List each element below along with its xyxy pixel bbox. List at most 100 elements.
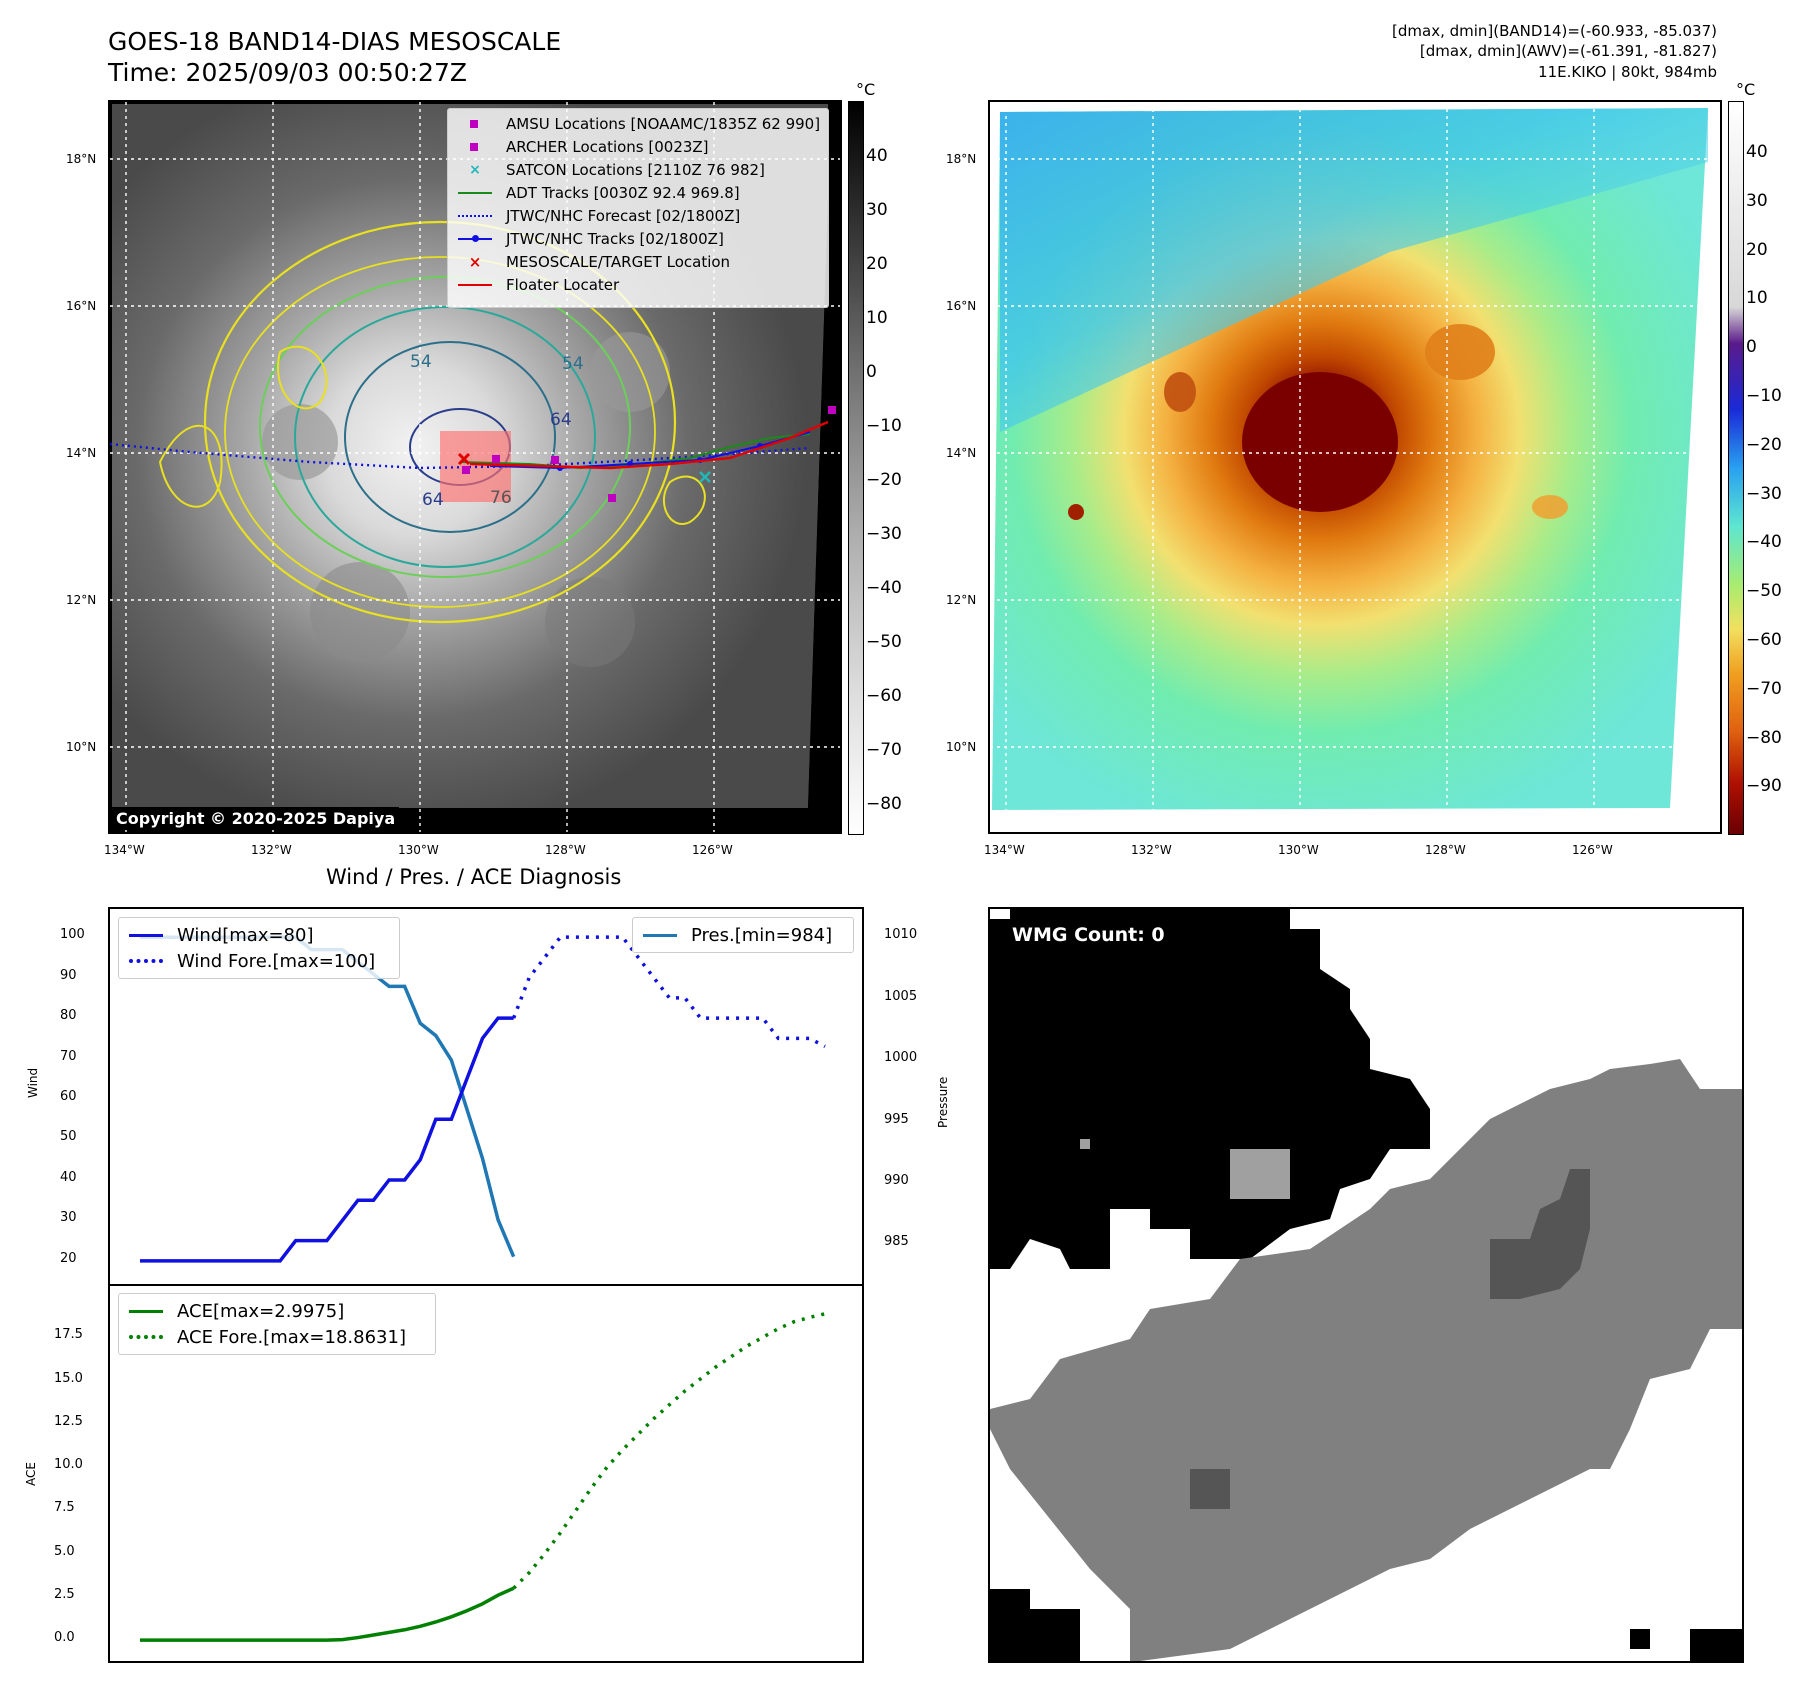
lat-tick: 18°N <box>946 152 977 166</box>
colorbar-tick: 40 <box>866 146 888 166</box>
lon-tick: 126°W <box>1572 843 1613 857</box>
colorbar-unit: °C <box>856 80 876 99</box>
lon-tick: 132°W <box>1131 843 1172 857</box>
ace-tick: 2.5 <box>54 1586 75 1602</box>
wmg-panel: WMG Count: 0 <box>988 907 1744 1663</box>
wmg-grid <box>990 909 1742 1661</box>
colorbar-tick: −90 <box>1746 776 1782 797</box>
dotted-line-icon <box>129 1330 163 1344</box>
line-marker-icon <box>643 928 677 942</box>
lat-tick: 18°N <box>66 152 97 166</box>
line-dot-icon <box>458 232 492 246</box>
ace-legend: ACE[max=2.9975] ACE Fore.[max=18.8631] <box>118 1293 436 1355</box>
contour-label: 64 <box>422 490 444 510</box>
pressure-axis-label: Pressure <box>936 1076 950 1128</box>
lat-tick: 14°N <box>66 446 97 460</box>
colorbar-tick: 30 <box>866 200 888 220</box>
lon-tick: 134°W <box>104 843 145 857</box>
ace-tick: 17.5 <box>54 1327 83 1343</box>
lon-tick: 128°W <box>1425 843 1466 857</box>
pressure-legend: Pres.[min=984] <box>632 917 854 953</box>
wind-legend: Wind[max=80] Wind Fore.[max=100] <box>118 917 400 979</box>
ace-tick: 10.0 <box>54 1457 83 1473</box>
lon-tick: 130°W <box>398 843 439 857</box>
colorbar-tick: −80 <box>1746 727 1782 748</box>
wind-tick: 40 <box>60 1169 77 1185</box>
contour-label: 64 <box>550 410 572 430</box>
dotted-line-icon <box>458 209 492 223</box>
colorbar-tick: −50 <box>866 632 902 652</box>
colorbar-tick: 0 <box>866 362 877 382</box>
legend-item-satcon: × SATCON Locations [2110Z 76 982] <box>458 159 765 181</box>
x-marker-icon: × <box>468 253 482 271</box>
colorbar-tick: −10 <box>866 416 902 436</box>
wind-tick: 80 <box>60 1008 77 1024</box>
colorbar-tick: −70 <box>866 740 902 760</box>
colorbar-tick: 20 <box>866 254 888 274</box>
colorbar-tick: −60 <box>866 686 902 706</box>
square-marker-icon <box>458 117 492 131</box>
colorbar-tick: 30 <box>1746 190 1768 211</box>
colorbar-tick: −50 <box>1746 581 1782 602</box>
square-marker-icon <box>458 140 492 154</box>
legend-item-ace-fore: ACE Fore.[max=18.8631] <box>129 1326 406 1348</box>
wind-tick: 30 <box>60 1210 77 1226</box>
info-storm-id: 11E.KIKO | 80kt, 984mb <box>1538 63 1717 81</box>
lat-tick: 16°N <box>946 299 977 313</box>
legend-item-target: × MESOSCALE/TARGET Location <box>458 251 730 273</box>
legend-item-adt: ADT Tracks [0030Z 92.4 969.8] <box>458 182 740 204</box>
colorbar-tick: −10 <box>1746 386 1782 406</box>
colorbar-tick: 40 <box>1746 142 1768 162</box>
pressure-tick: 990 <box>884 1173 909 1188</box>
wind-tick: 90 <box>60 967 77 983</box>
contour-label: 54 <box>410 352 432 372</box>
lat-tick: 12°N <box>66 593 97 607</box>
lat-tick: 10°N <box>946 740 977 754</box>
lon-tick: 134°W <box>984 843 1025 857</box>
ir-grayscale-map: 54 54 64 64 76 AMSU Locations [NOAAMC/18… <box>108 100 842 834</box>
lat-tick: 12°N <box>946 593 977 607</box>
lat-tick: 10°N <box>66 740 97 754</box>
contour-label: 54 <box>562 354 584 374</box>
colorbar-tick: 20 <box>1746 239 1768 260</box>
ace-series-line <box>140 1586 515 1642</box>
wind-axis-label: Wind <box>26 1067 40 1098</box>
map-legend: AMSU Locations [NOAAMC/1835Z 62 990] ARC… <box>447 108 829 308</box>
dotted-line-icon <box>129 954 163 968</box>
colorbar-tick: −20 <box>866 470 902 490</box>
ace-axis-label: ACE <box>24 1462 38 1486</box>
legend-item-jtwc-forecast: JTWC/NHC Forecast [02/1800Z] <box>458 205 740 227</box>
legend-item-archer: ARCHER Locations [0023Z] <box>458 136 709 158</box>
line-marker-icon <box>458 278 492 292</box>
legend-item-wind: Wind[max=80] <box>129 924 314 946</box>
ace-tick: 15.0 <box>54 1370 83 1386</box>
contour-label: 76 <box>490 488 512 508</box>
wind-tick: 70 <box>60 1048 77 1064</box>
lon-tick: 126°W <box>692 843 733 857</box>
wind-tick: 20 <box>60 1250 77 1266</box>
colorbar-tick: 10 <box>866 308 888 328</box>
x-marker-icon: × <box>469 162 481 178</box>
lon-tick: 130°W <box>1278 843 1319 857</box>
legend-item-floater: Floater Locater <box>458 274 619 296</box>
ace-tick: 12.5 <box>54 1413 83 1429</box>
ace-tick: 7.5 <box>54 1500 75 1516</box>
legend-item-amsu: AMSU Locations [NOAAMC/1835Z 62 990] <box>458 113 820 135</box>
info-awv-range: [dmax, dmin](AWV)=(-61.391, -81.827) <box>1419 42 1717 60</box>
wind-series-line <box>140 1016 514 1263</box>
line-marker-icon <box>458 186 492 200</box>
lon-tick: 132°W <box>251 843 292 857</box>
pressure-tick: 995 <box>884 1111 909 1127</box>
colorbar-tick: 10 <box>1746 288 1768 309</box>
wind-tick: 60 <box>60 1089 77 1105</box>
ace-tick: 0.0 <box>54 1630 75 1646</box>
lat-tick: 14°N <box>946 446 977 460</box>
colorbar-tick: −80 <box>866 794 902 814</box>
lat-tick: 16°N <box>66 299 97 313</box>
wind-tick: 100 <box>60 927 85 943</box>
legend-item-wind-fore: Wind Fore.[max=100] <box>129 950 375 972</box>
diagnosis-panel: Wind[max=80] Wind Fore.[max=100] Pres.[m… <box>108 907 864 1663</box>
pressure-tick: 985 <box>884 1234 909 1250</box>
colorbar-tick: −40 <box>1746 532 1782 553</box>
ace-forecast-line <box>512 1312 826 1590</box>
